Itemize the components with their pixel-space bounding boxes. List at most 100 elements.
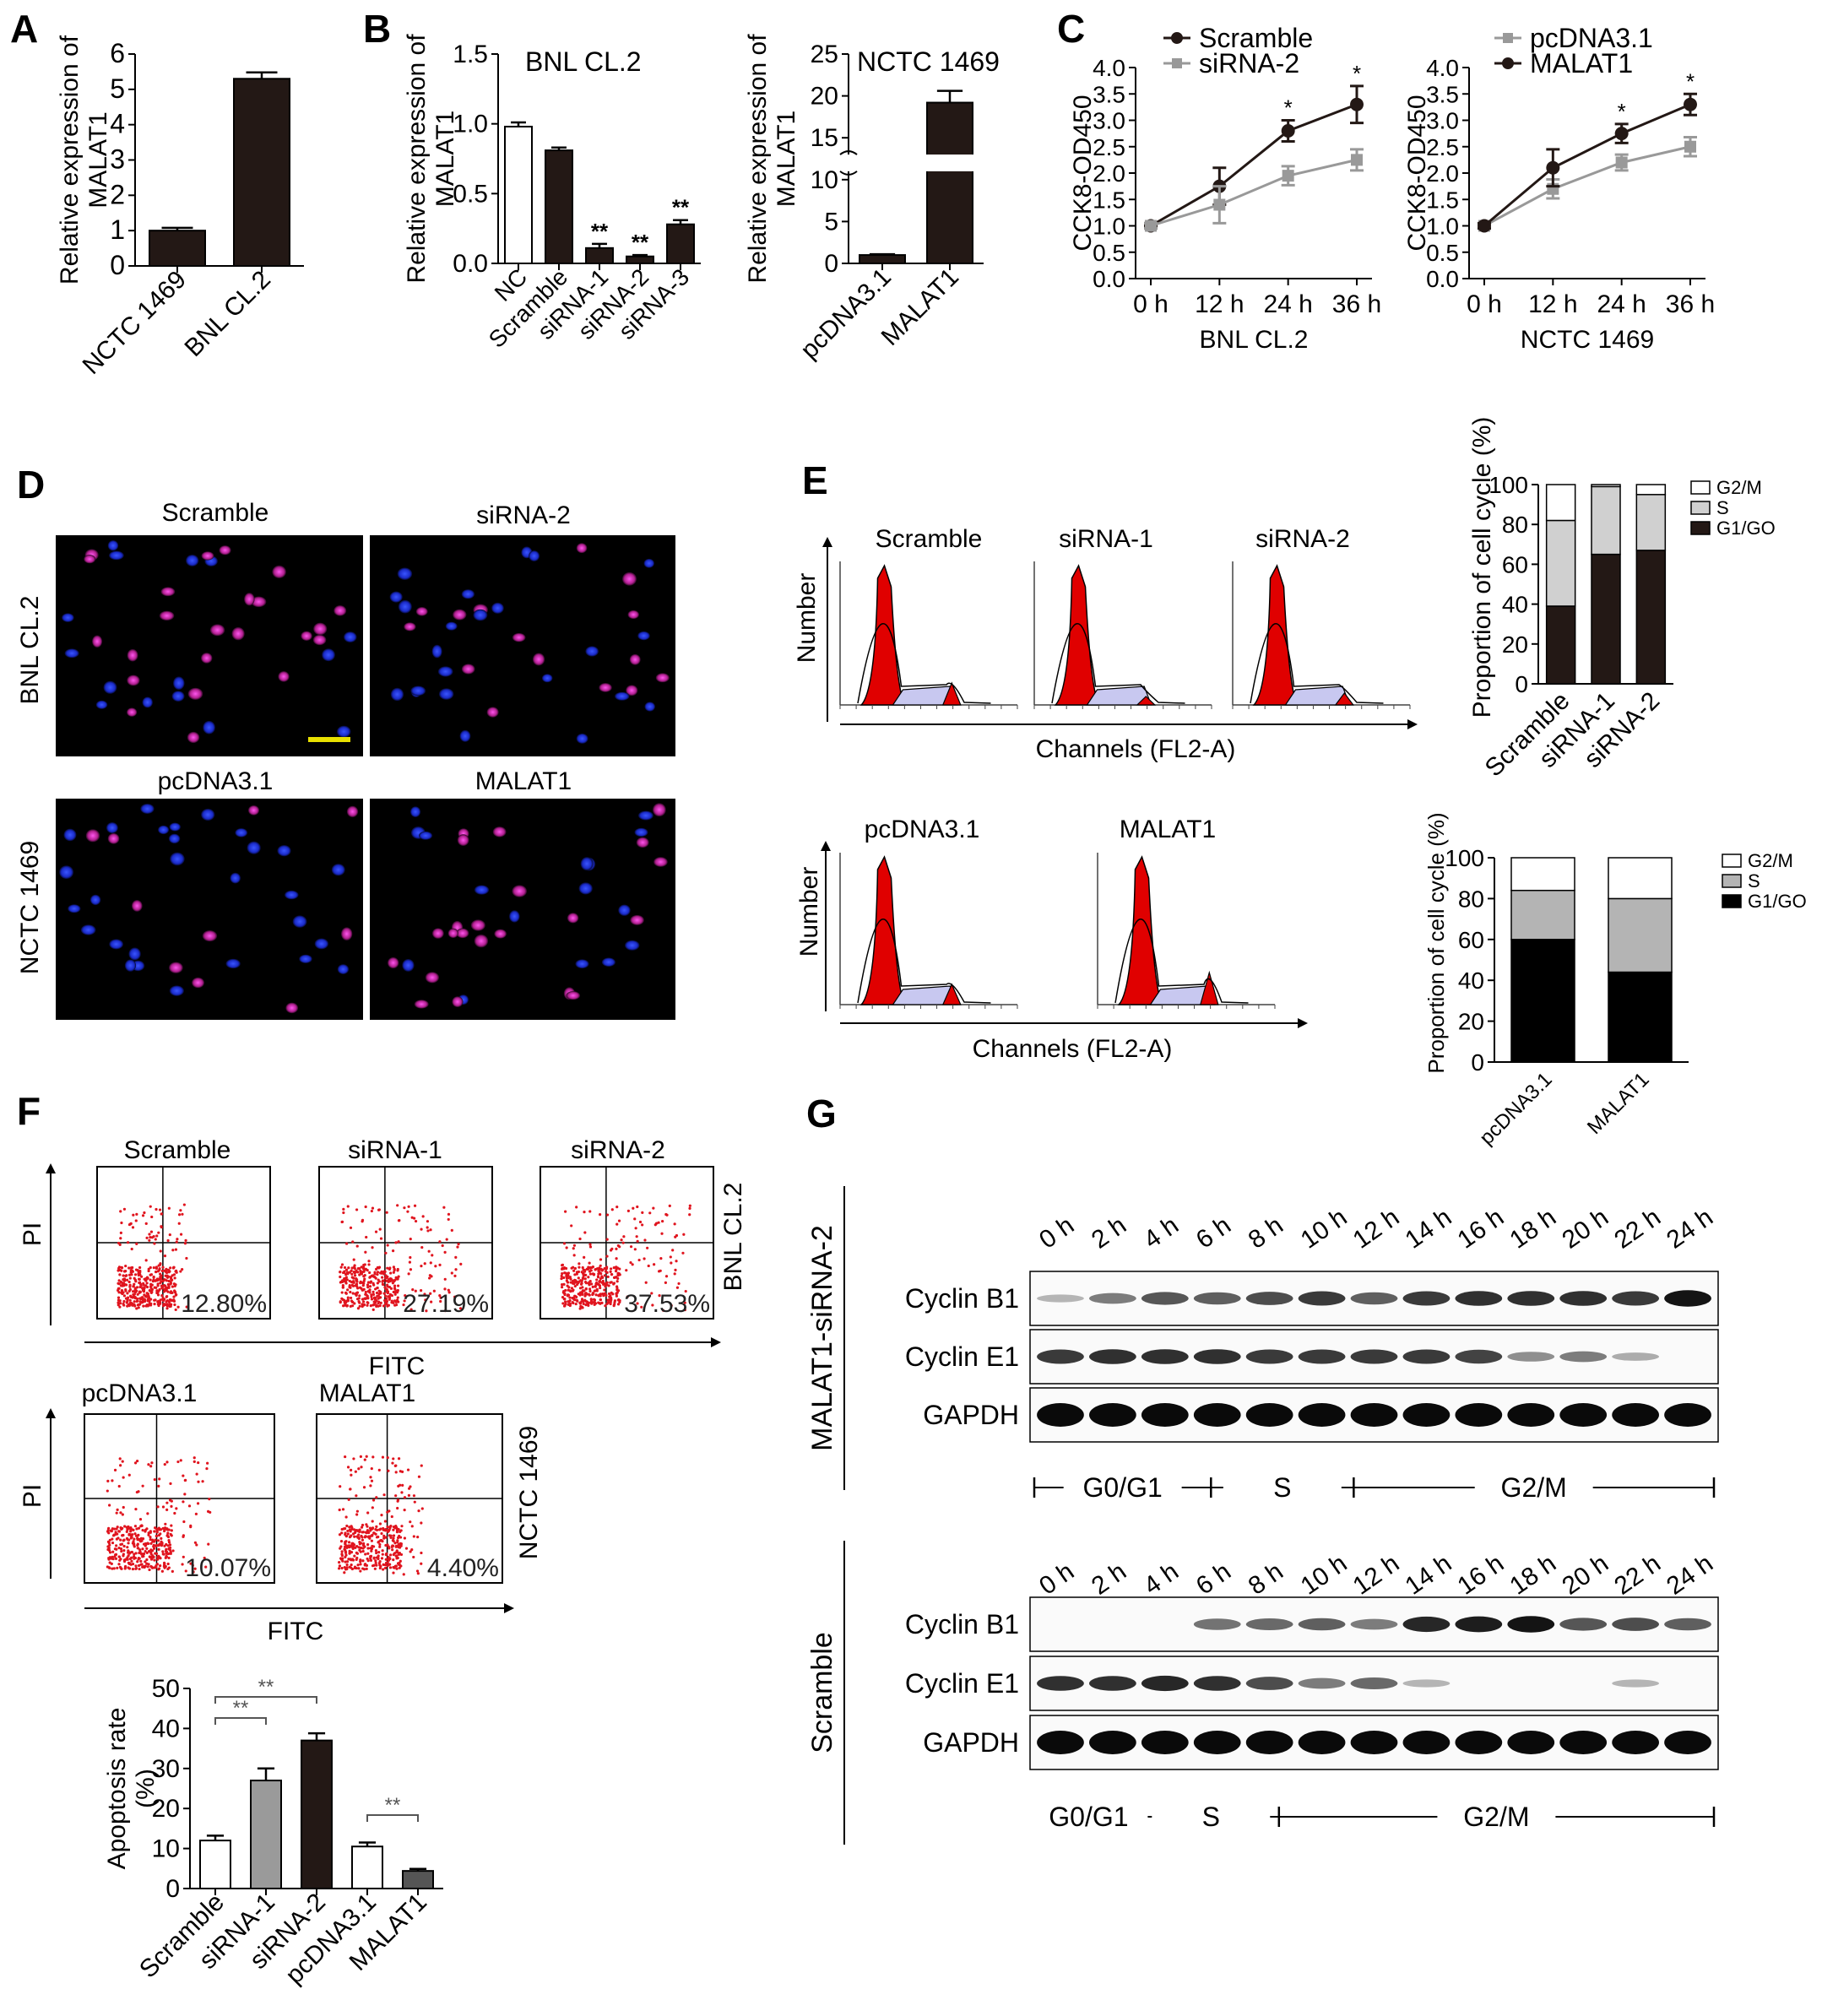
event-dot: [379, 1237, 383, 1240]
phase-label: G2/M: [1463, 1802, 1529, 1832]
event-dot: [677, 1282, 681, 1286]
edu-positive-cell: [512, 632, 526, 642]
event-dot: [145, 1547, 149, 1550]
event-dot: [117, 1282, 121, 1286]
nucleus-cell: [397, 567, 413, 580]
y-tick-label: 10: [811, 166, 838, 194]
edu-positive-cell: [127, 707, 138, 717]
edu-positive-cell: [457, 834, 469, 847]
timepoint-label: 6 h: [1191, 1558, 1236, 1601]
event-dot: [397, 1545, 400, 1549]
y-axis-label: MALAT1: [431, 111, 459, 207]
event-dot: [607, 1284, 610, 1287]
event-dot: [122, 1302, 125, 1306]
event-dot: [606, 1298, 610, 1302]
blot-band: [1350, 1731, 1398, 1754]
event-dot: [141, 1287, 144, 1290]
event-dot: [134, 1268, 138, 1271]
y-tick-label: 80: [1502, 512, 1528, 538]
event-dot: [371, 1274, 374, 1277]
edu-positive-cell: [621, 572, 637, 586]
edu-positive-cell: [285, 1002, 299, 1014]
event-dot: [149, 1235, 152, 1239]
event-dot: [398, 1219, 401, 1222]
event-dot: [123, 1567, 127, 1570]
event-dot: [417, 1475, 421, 1478]
event-dot: [615, 1285, 619, 1288]
event-dot: [348, 1528, 352, 1531]
series-line-MALAT1: [1483, 103, 1691, 227]
s-phase-area: [892, 985, 958, 1005]
event-dot: [361, 1267, 366, 1271]
nucleus-cell: [389, 591, 403, 603]
event-dot: [407, 1272, 410, 1276]
event-dot: [161, 1279, 165, 1282]
event-dot: [609, 1281, 612, 1284]
event-dot: [124, 1283, 128, 1287]
event-dot: [588, 1287, 592, 1291]
event-dot: [588, 1245, 593, 1249]
event-dot: [145, 1562, 149, 1565]
event-dot: [430, 1300, 433, 1303]
event-dot: [355, 1509, 359, 1513]
event-dot: [351, 1292, 355, 1295]
nucleus-cell: [106, 822, 118, 834]
timepoint-label: 8 h: [1244, 1558, 1288, 1601]
d-image-pcdna: [56, 799, 363, 1020]
event-dot: [155, 1270, 158, 1274]
event-dot: [149, 1536, 152, 1539]
event-dot: [374, 1561, 377, 1564]
event-dot: [660, 1232, 664, 1235]
data-point: [1213, 198, 1226, 211]
event-dot: [421, 1215, 425, 1218]
event-dot: [674, 1268, 677, 1271]
event-dot: [172, 1295, 176, 1298]
event-dot: [393, 1269, 396, 1272]
event-dot: [560, 1276, 563, 1281]
blot-band: [1298, 1677, 1346, 1689]
event-dot: [346, 1529, 350, 1533]
legend-swatch: [1690, 501, 1711, 515]
event-dot: [137, 1556, 140, 1560]
event-dot: [413, 1500, 416, 1504]
chart-c-nctc-growth: 0.00.51.01.52.02.53.03.54.00 h 12 h 24 h 36…: [1403, 23, 1715, 354]
event-dot: [561, 1266, 564, 1270]
event-dot: [142, 1304, 145, 1308]
phase-label-bg: [1437, 1802, 1556, 1832]
event-dot: [394, 1554, 398, 1558]
event-dot: [351, 1543, 355, 1547]
event-dot: [119, 1558, 122, 1561]
event-dot: [340, 1531, 344, 1535]
series-line-pcDNA3.1: [1483, 145, 1691, 227]
event-dot: [593, 1298, 596, 1302]
event-dot: [344, 1553, 348, 1557]
event-dot: [583, 1211, 586, 1214]
legend-marker: [1502, 57, 1514, 69]
event-dot: [369, 1554, 372, 1558]
event-dot: [131, 1270, 134, 1273]
y-axis-label: CCK8-OD450: [1069, 95, 1097, 251]
y-tick-label: 3.5: [1426, 81, 1459, 107]
event-dot: [339, 1275, 342, 1279]
g1-peak: [859, 564, 906, 706]
event-dot: [589, 1282, 594, 1286]
event-dot: [121, 1513, 124, 1516]
event-dot: [182, 1203, 186, 1206]
event-dot: [144, 1259, 148, 1262]
event-dot: [601, 1268, 605, 1272]
event-dot: [120, 1221, 123, 1225]
event-dot: [597, 1272, 600, 1276]
event-dot: [372, 1531, 376, 1535]
event-dot: [191, 1563, 194, 1567]
event-dot: [593, 1303, 596, 1306]
event-dot: [145, 1282, 149, 1285]
e-hist-xlabel-bottom: Channels (FL2-A): [973, 1035, 1173, 1063]
timepoint-label: 0 h: [1034, 1211, 1079, 1255]
event-dot: [360, 1287, 363, 1290]
event-dot: [163, 1254, 167, 1258]
event-dot: [206, 1461, 209, 1465]
event-dot: [111, 1567, 114, 1570]
event-dot: [120, 1289, 123, 1293]
significance-mark: *: [1284, 95, 1293, 121]
event-dot: [204, 1565, 208, 1569]
